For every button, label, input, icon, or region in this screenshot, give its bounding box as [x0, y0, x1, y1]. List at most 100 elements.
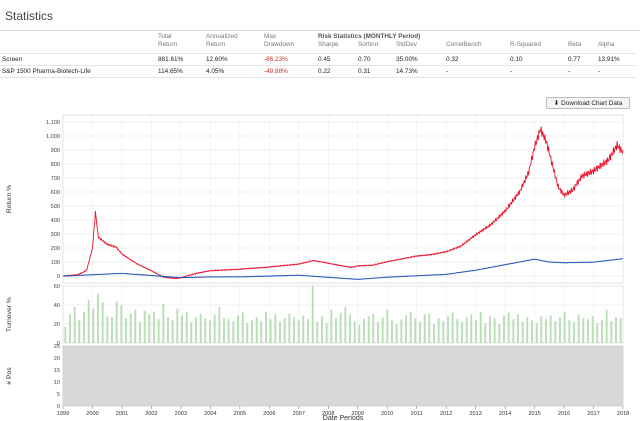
turnover-bar — [559, 317, 561, 343]
y-tick-label: 400 — [51, 218, 60, 224]
turnover-bar — [255, 317, 258, 343]
turnover-bar — [363, 319, 365, 343]
y-tick-label: 700 — [51, 176, 60, 182]
turnover-bar — [531, 320, 533, 343]
y-axis-label: # Pos — [6, 367, 13, 385]
turnover-bar — [577, 314, 580, 343]
turnover-bar — [148, 314, 151, 343]
x-tick-label: 2002 — [145, 411, 157, 417]
turnover-bar — [69, 314, 71, 343]
turnover-bar — [498, 324, 501, 343]
turnover-bar — [232, 321, 235, 343]
turnover-bar — [489, 316, 491, 343]
date-axis: 1999 2000 2001 2002 2003 2004 2005 2006 2007 2008… — [57, 406, 629, 421]
table-cell: 0.70 — [356, 53, 394, 66]
turnover-bar — [391, 320, 393, 343]
header-cell: Return — [206, 41, 226, 48]
turnover-bar — [610, 321, 613, 343]
x-tick-label: 2010 — [381, 411, 393, 417]
turnover-bar — [521, 322, 524, 343]
turnover-bar — [545, 319, 547, 343]
y-tick-label: 0 — [57, 404, 60, 410]
turnover-bar — [274, 314, 277, 343]
x-tick-label: 2006 — [263, 411, 275, 417]
table-cell: - — [444, 65, 508, 78]
turnover-bar — [493, 318, 496, 343]
turnover-bar — [484, 323, 487, 343]
turnover-bar — [162, 304, 165, 343]
turnover-bar — [517, 314, 519, 343]
turnover-bar — [223, 318, 225, 343]
turnover-bar — [419, 322, 421, 343]
x-tick-label: 1999 — [57, 411, 69, 417]
table-cell: 13.91% — [596, 53, 636, 66]
table-cell: 0.45 — [316, 53, 356, 66]
header-cell: R-Squared — [510, 41, 541, 48]
turnover-bar — [470, 314, 473, 343]
turnover-bar — [87, 300, 90, 343]
y-axis-label: Return % — [6, 185, 13, 213]
turnover-bar — [447, 316, 449, 343]
x-tick-label: 2004 — [204, 411, 216, 417]
turnover-bar — [461, 322, 463, 343]
turnover-bar — [181, 315, 183, 343]
x-tick-label: 2007 — [293, 411, 305, 417]
turnover-bar — [386, 309, 389, 343]
turnover-bar — [115, 301, 118, 343]
turnover-bar — [302, 315, 305, 343]
turnover-bar — [293, 317, 295, 343]
download-chart-data-button[interactable]: ⬇ Download Chart Data — [546, 97, 630, 109]
header-cell: Sortino — [358, 41, 379, 48]
y-tick-label: 0 — [57, 341, 60, 347]
risk-statistics-header: Risk Statistics (MONTHLY Period) — [318, 33, 421, 40]
turnover-bar — [157, 319, 160, 343]
turnover-bar — [330, 309, 333, 343]
row-label: Screen — [0, 53, 156, 66]
table-cell: 12.60% — [204, 53, 262, 66]
turnover-bar — [83, 311, 85, 343]
turnover-bar — [535, 323, 538, 343]
row-label: S&P 1500 Pharma-Biotech-Life — [0, 65, 156, 78]
turnover-bar — [526, 317, 529, 343]
turnover-bar — [428, 313, 431, 343]
turnover-bar — [111, 317, 113, 343]
x-tick-label: 2003 — [175, 411, 187, 417]
y-tick-label: 600 — [51, 190, 60, 196]
turnover-bar — [344, 306, 347, 343]
table-cell: 881.61% — [156, 53, 204, 66]
turnover-bar — [213, 314, 216, 343]
turnover-bar — [167, 317, 169, 343]
table-cell: 114.65% — [156, 65, 204, 78]
benchmark-return-line — [62, 258, 624, 281]
positions-panel: 0 5 10 15 20 25 # Pos — [6, 344, 624, 410]
x-tick-label: 2013 — [469, 411, 481, 417]
header-cell: Max — [264, 33, 277, 40]
turnover-bar — [405, 315, 407, 343]
y-tick-label: 1,100 — [46, 120, 60, 126]
y-tick-label: 900 — [51, 148, 60, 154]
y-tick-label: 40 — [54, 303, 60, 309]
turnover-bar — [377, 322, 379, 343]
turnover-bar — [106, 316, 109, 343]
x-tick-label: 2005 — [234, 411, 246, 417]
y-tick-label: 10 — [54, 380, 60, 386]
table-cell: 0.77 — [566, 53, 596, 66]
x-tick-label: 2009 — [352, 411, 364, 417]
turnover-bar — [335, 318, 337, 343]
turnover-bar — [129, 313, 132, 343]
turnover-bar — [92, 308, 95, 343]
turnover-bar — [591, 316, 594, 343]
table-row: S&P 1500 Pharma-Biotech-Life 114.65% 4.0… — [0, 65, 636, 78]
table-cell: 14.73% — [394, 65, 444, 78]
turnover-bar — [381, 317, 384, 343]
turnover-bar — [512, 319, 515, 343]
header-cell: Return — [158, 41, 178, 48]
x-tick-label: 2012 — [440, 411, 452, 417]
table-cell: 4.05% — [204, 65, 262, 78]
table-cell: 0.31 — [356, 65, 394, 78]
turnover-bar — [241, 312, 244, 343]
turnover-bar — [321, 316, 323, 343]
turnover-bar — [582, 318, 585, 343]
turnover-bar — [204, 318, 207, 343]
turnover-bar — [260, 321, 263, 343]
